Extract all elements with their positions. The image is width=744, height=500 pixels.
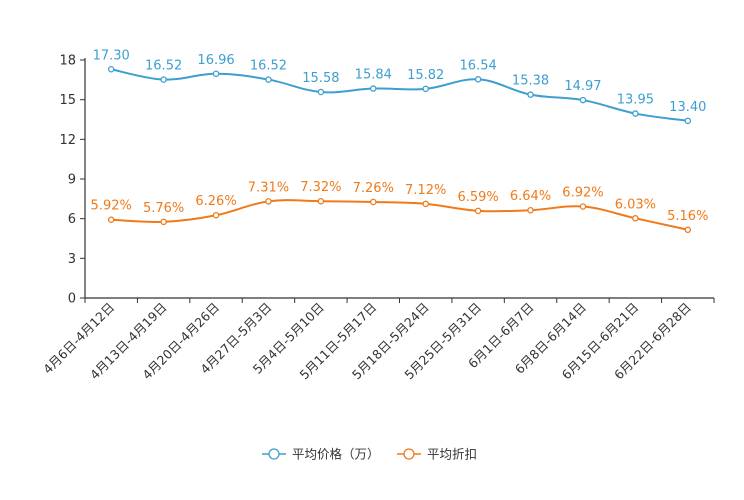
legend-item-avg-price[interactable]: 平均价格（万）: [262, 447, 380, 462]
data-label: 5.76%: [143, 201, 184, 216]
data-point[interactable]: [265, 198, 272, 205]
data-point[interactable]: [684, 117, 692, 125]
data-label: 15.38: [512, 74, 549, 89]
data-label: 17.30: [93, 48, 130, 63]
data-point[interactable]: [160, 218, 167, 226]
data-point[interactable]: [265, 76, 272, 83]
data-point[interactable]: [579, 96, 587, 104]
legend[interactable]: 平均价格（万） 平均折扣: [262, 447, 477, 462]
series-avg-price: 17.30 16.52 16.96 16.52 15.58 15.84 15.82 16.54…: [93, 48, 706, 125]
data-label: 6.59%: [457, 190, 498, 205]
data-point[interactable]: [107, 66, 115, 73]
data-point[interactable]: [474, 76, 482, 83]
data-point[interactable]: [370, 85, 377, 92]
y-tick-label: 9: [68, 173, 76, 188]
data-label: 15.82: [407, 68, 444, 83]
series-avg-discount: 5.92% 5.76% 6.26% 7.31% 7.32% 7.26% 7.12% 6.59%…: [91, 180, 708, 234]
data-label: 6.26%: [195, 194, 236, 209]
series-line: [111, 199, 689, 231]
legend-swatch-marker: [403, 448, 415, 460]
data-label: 16.54: [460, 58, 497, 73]
data-label: 7.26%: [353, 181, 394, 196]
y-tick-label: 18: [59, 54, 76, 69]
data-point[interactable]: [370, 198, 377, 206]
y-tick-label: 15: [59, 93, 76, 108]
data-label: 13.40: [669, 100, 706, 115]
y-tick-label: 12: [59, 133, 76, 148]
data-point[interactable]: [579, 203, 587, 210]
axes: 03691215184月6日-4月12日4月13日-4月19日4月20日-4月2…: [40, 54, 715, 382]
y-tick-label: 6: [68, 212, 76, 227]
data-label: 16.52: [250, 59, 287, 74]
series-layer: 17.30 16.52 16.96 16.52 15.58 15.84 15.82 16.54…: [91, 48, 708, 234]
legend-label: 平均价格（万）: [292, 447, 380, 462]
data-point[interactable]: [317, 197, 325, 205]
data-point[interactable]: [212, 70, 220, 78]
data-label: 15.58: [302, 71, 339, 86]
y-tick-label: 3: [68, 252, 76, 267]
data-label: 6.03%: [615, 197, 656, 212]
legend-item-avg-discount[interactable]: 平均折扣: [397, 447, 477, 462]
data-point[interactable]: [632, 215, 639, 222]
data-point[interactable]: [212, 211, 220, 219]
data-point[interactable]: [422, 200, 429, 208]
data-label: 6.92%: [562, 186, 603, 201]
data-label: 15.84: [355, 68, 392, 83]
data-point[interactable]: [107, 216, 115, 223]
data-point[interactable]: [422, 85, 429, 93]
data-label: 7.32%: [300, 180, 341, 195]
data-label: 13.95: [617, 93, 654, 108]
data-label: 16.52: [145, 59, 182, 74]
series-line: [111, 68, 688, 122]
data-point[interactable]: [474, 207, 482, 215]
y-tick-label: 0: [68, 292, 76, 307]
data-point[interactable]: [632, 110, 639, 117]
data-label: 6.64%: [510, 189, 551, 204]
data-point[interactable]: [527, 206, 534, 214]
data-point[interactable]: [684, 226, 692, 234]
data-label: 5.92%: [91, 199, 132, 214]
data-label: 7.12%: [405, 183, 446, 198]
data-point[interactable]: [527, 91, 534, 98]
data-label: 14.97: [564, 79, 601, 94]
legend-label: 平均折扣: [427, 447, 477, 462]
legend-swatch-marker: [268, 448, 280, 460]
data-label: 5.16%: [667, 209, 708, 224]
data-label: 16.96: [197, 53, 234, 68]
data-point[interactable]: [317, 88, 325, 96]
data-point[interactable]: [160, 76, 167, 83]
data-label: 7.31%: [248, 180, 289, 195]
